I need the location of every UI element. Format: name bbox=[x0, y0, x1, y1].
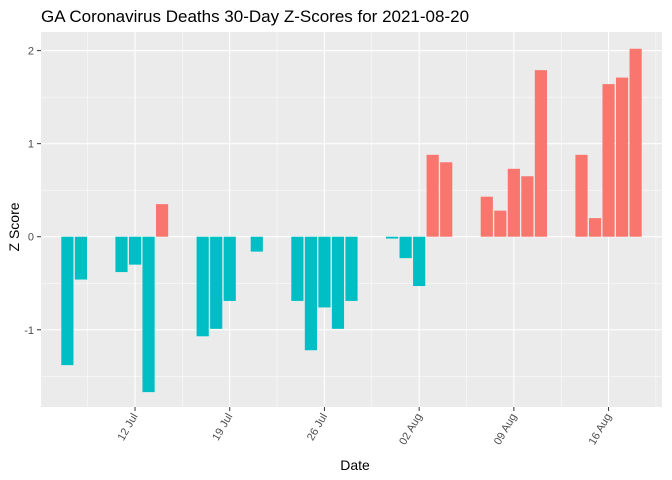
x-tick-label: 12 Jul bbox=[116, 412, 141, 443]
bar bbox=[521, 176, 534, 237]
bar bbox=[413, 236, 426, 287]
bar bbox=[534, 70, 547, 237]
bar bbox=[616, 77, 629, 237]
y-axis: -1 0 1 2 bbox=[24, 46, 41, 337]
y-tick-label: 1 bbox=[28, 139, 34, 151]
bar bbox=[331, 236, 345, 329]
bar bbox=[291, 236, 304, 301]
bar bbox=[480, 196, 493, 237]
y-axis-title: Z Score bbox=[6, 202, 22, 251]
bar bbox=[74, 236, 87, 280]
bar bbox=[156, 204, 169, 237]
bar bbox=[345, 236, 358, 301]
bar bbox=[386, 236, 399, 239]
bar bbox=[61, 236, 74, 366]
bar bbox=[196, 236, 209, 337]
bar bbox=[304, 236, 317, 351]
bar bbox=[250, 236, 263, 252]
x-tick-label: 26 Jul bbox=[305, 412, 330, 443]
y-tick-label: 0 bbox=[28, 232, 34, 244]
bar bbox=[629, 48, 642, 237]
x-tick-label: 19 Jul bbox=[210, 412, 235, 443]
bar bbox=[602, 84, 615, 237]
bar bbox=[223, 236, 236, 301]
bar bbox=[588, 218, 602, 237]
x-axis: 12 Jul 19 Jul 26 Jul 02 Aug 09 Aug 16 Aug bbox=[116, 407, 615, 448]
bars bbox=[61, 48, 642, 393]
chart-title: GA Coronavirus Deaths 30-Day Z-Scores fo… bbox=[41, 7, 469, 26]
bar bbox=[115, 236, 128, 273]
bar bbox=[210, 236, 223, 329]
bar bbox=[399, 236, 412, 259]
bar bbox=[318, 236, 331, 308]
bar bbox=[128, 236, 142, 265]
x-tick-label: 09 Aug bbox=[492, 412, 520, 448]
bar bbox=[575, 154, 588, 237]
x-tick-label: 02 Aug bbox=[397, 412, 425, 448]
x-axis-title: Date bbox=[340, 457, 370, 473]
x-tick-label: 16 Aug bbox=[587, 412, 615, 448]
bar bbox=[440, 162, 453, 237]
y-tick-label: -1 bbox=[24, 325, 34, 337]
bar bbox=[426, 154, 439, 237]
plot-panel bbox=[41, 32, 662, 407]
bar bbox=[142, 236, 155, 393]
bar bbox=[507, 168, 520, 237]
y-tick-label: 2 bbox=[28, 46, 34, 58]
bar bbox=[494, 210, 507, 237]
